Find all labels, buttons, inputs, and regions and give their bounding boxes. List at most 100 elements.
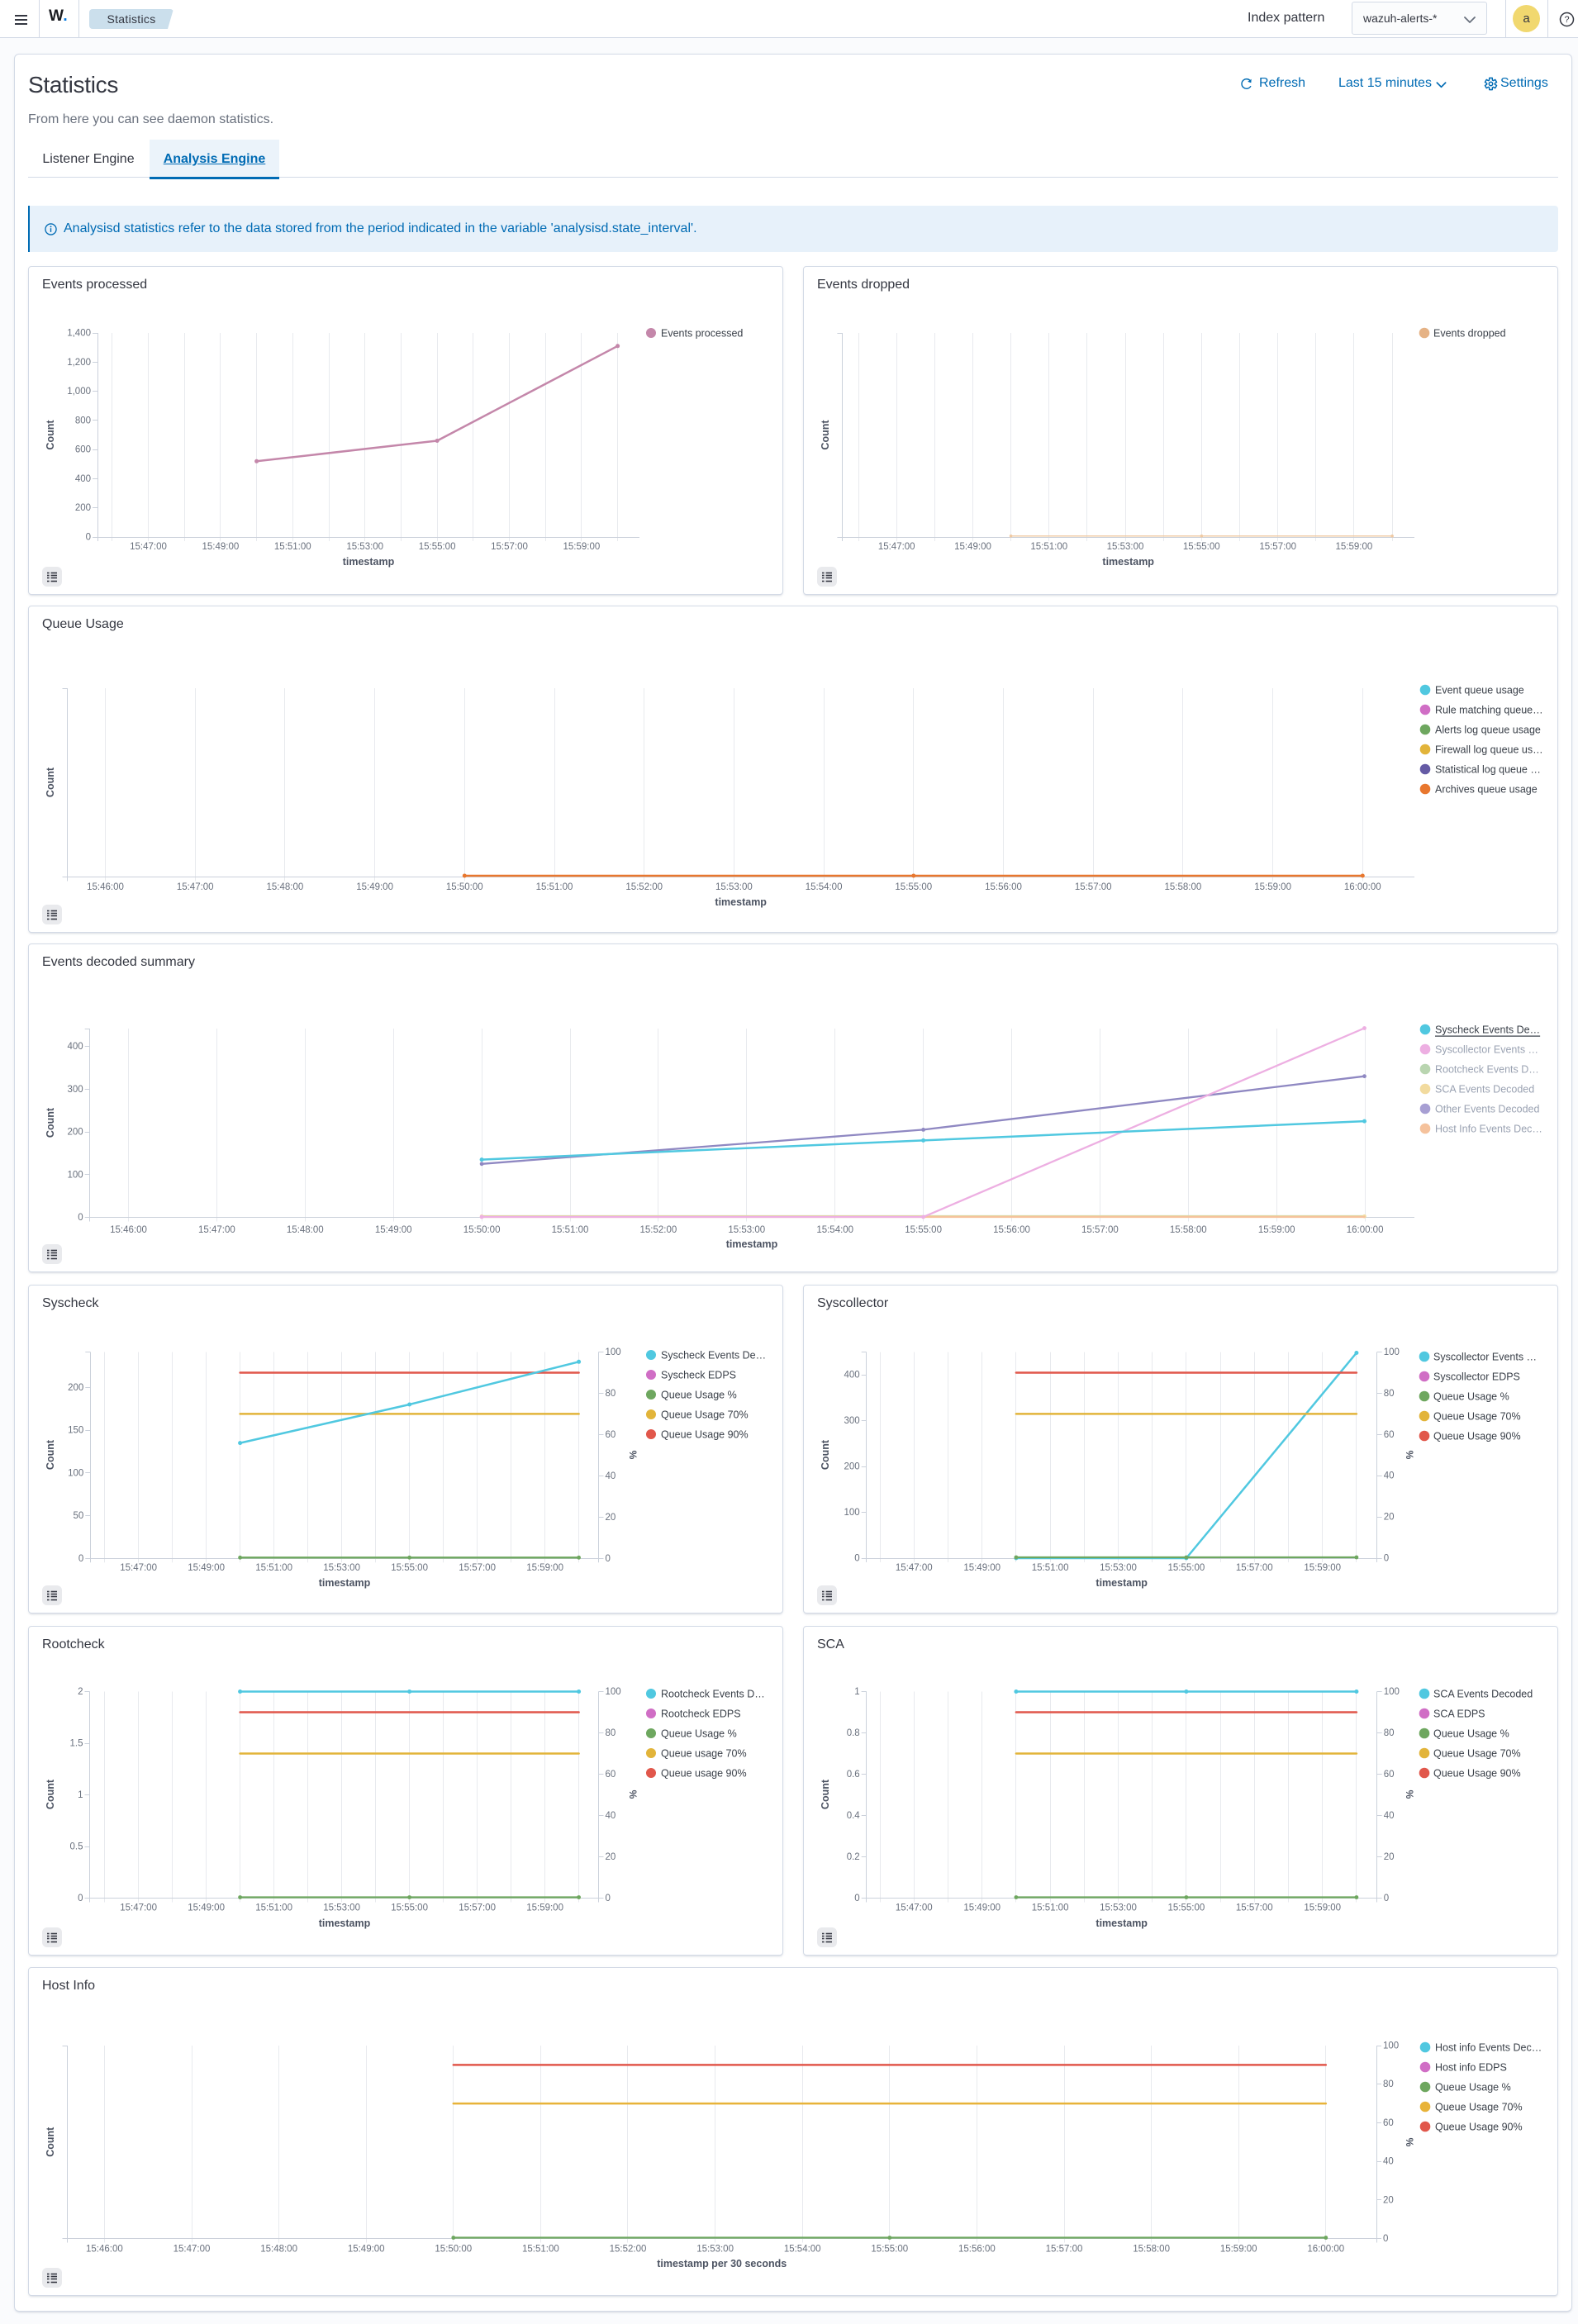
svg-text:0: 0 xyxy=(1384,1554,1389,1564)
svg-text:1: 1 xyxy=(78,1790,83,1800)
svg-text:15:54:00: 15:54:00 xyxy=(784,2245,821,2255)
svg-text:timestamp: timestamp xyxy=(1102,556,1154,568)
svg-text:Queue usage 90%: Queue usage 90% xyxy=(661,1768,747,1780)
svg-text:Statistical log queue …: Statistical log queue … xyxy=(1435,764,1541,776)
svg-text:80: 80 xyxy=(606,1728,616,1738)
svg-text:Count: Count xyxy=(820,1439,831,1470)
svg-text:15:57:00: 15:57:00 xyxy=(459,1563,496,1573)
svg-text:Firewall log queue us…: Firewall log queue us… xyxy=(1435,744,1543,756)
svg-text:15:51:00: 15:51:00 xyxy=(1032,1563,1069,1573)
svg-text:15:48:00: 15:48:00 xyxy=(267,882,304,892)
svg-text:0: 0 xyxy=(78,1213,83,1223)
svg-text:15:47:00: 15:47:00 xyxy=(896,1563,933,1573)
svg-text:Host info Events Dec…: Host info Events Dec… xyxy=(1435,2042,1542,2054)
svg-text:Host Info Events Dec…: Host Info Events Dec… xyxy=(1435,1124,1542,1135)
svg-text:15:58:00: 15:58:00 xyxy=(1170,1225,1207,1235)
svg-text:15:49:00: 15:49:00 xyxy=(356,882,393,892)
svg-text:16:00:00: 16:00:00 xyxy=(1344,882,1381,892)
svg-text:15:52:00: 15:52:00 xyxy=(610,2245,647,2255)
svg-text:Queue Usage 70%: Queue Usage 70% xyxy=(1435,2102,1523,2113)
svg-text:200: 200 xyxy=(68,1383,83,1393)
svg-text:80: 80 xyxy=(1384,1728,1395,1738)
svg-text:Count: Count xyxy=(820,1779,831,1809)
svg-text:60: 60 xyxy=(606,1430,616,1440)
svg-text:15:59:00: 15:59:00 xyxy=(1304,1563,1341,1573)
svg-text:2: 2 xyxy=(78,1687,83,1697)
svg-text:15:51:00: 15:51:00 xyxy=(536,882,573,892)
svg-text:60: 60 xyxy=(1383,2118,1394,2128)
svg-text:100: 100 xyxy=(68,1170,83,1180)
svg-text:15:46:00: 15:46:00 xyxy=(110,1225,147,1235)
svg-text:15:54:00: 15:54:00 xyxy=(806,882,843,892)
svg-text:Count: Count xyxy=(45,767,56,797)
svg-text:15:59:00: 15:59:00 xyxy=(563,542,601,552)
svg-text:200: 200 xyxy=(68,1128,83,1138)
svg-text:300: 300 xyxy=(844,1416,860,1426)
svg-text:20: 20 xyxy=(606,1852,616,1862)
svg-text:0.6: 0.6 xyxy=(847,1770,860,1780)
svg-text:15:58:00: 15:58:00 xyxy=(1133,2245,1170,2255)
svg-text:Queue usage 70%: Queue usage 70% xyxy=(661,1748,747,1760)
svg-text:SCA EDPS: SCA EDPS xyxy=(1433,1709,1485,1720)
svg-text:15:59:00: 15:59:00 xyxy=(1304,1903,1341,1913)
svg-text:400: 400 xyxy=(68,1042,83,1052)
svg-text:15:51:00: 15:51:00 xyxy=(522,2245,559,2255)
svg-text:15:48:00: 15:48:00 xyxy=(260,2245,297,2255)
svg-text:800: 800 xyxy=(75,416,91,425)
svg-text:15:47:00: 15:47:00 xyxy=(896,1903,933,1913)
svg-text:15:53:00: 15:53:00 xyxy=(1100,1563,1137,1573)
svg-text:Queue Usage 90%: Queue Usage 90% xyxy=(1433,1431,1521,1442)
svg-text:15:57:00: 15:57:00 xyxy=(491,542,528,552)
svg-text:Events dropped: Events dropped xyxy=(1433,328,1506,340)
svg-text:1.5: 1.5 xyxy=(70,1739,83,1749)
svg-text:%: % xyxy=(1404,2138,1415,2147)
svg-text:15:57:00: 15:57:00 xyxy=(1075,882,1112,892)
svg-text:15:55:00: 15:55:00 xyxy=(1183,542,1220,552)
svg-text:15:53:00: 15:53:00 xyxy=(1100,1903,1137,1913)
svg-text:%: % xyxy=(1404,1451,1415,1460)
svg-text:Queue Usage 70%: Queue Usage 70% xyxy=(1433,1411,1521,1423)
svg-text:40: 40 xyxy=(1383,2157,1394,2167)
svg-text:15:55:00: 15:55:00 xyxy=(1168,1903,1205,1913)
svg-text:1,000: 1,000 xyxy=(67,387,91,397)
svg-text:Count: Count xyxy=(45,1107,56,1138)
svg-text:Rootcheck Events D…: Rootcheck Events D… xyxy=(1435,1064,1539,1076)
svg-text:15:55:00: 15:55:00 xyxy=(419,542,456,552)
svg-text:timestamp: timestamp xyxy=(343,556,395,568)
svg-text:15:58:00: 15:58:00 xyxy=(1165,882,1202,892)
svg-text:Queue Usage %: Queue Usage % xyxy=(1433,1391,1509,1403)
svg-text:20: 20 xyxy=(1383,2195,1394,2205)
svg-text:0.8: 0.8 xyxy=(847,1728,860,1738)
svg-text:15:57:00: 15:57:00 xyxy=(1236,1903,1273,1913)
svg-text:15:51:00: 15:51:00 xyxy=(1030,542,1067,552)
svg-text:40: 40 xyxy=(1384,1811,1395,1821)
svg-text:20: 20 xyxy=(606,1513,616,1523)
svg-text:100: 100 xyxy=(68,1468,83,1478)
svg-text:60: 60 xyxy=(606,1770,616,1780)
svg-text:15:49:00: 15:49:00 xyxy=(188,1903,225,1913)
svg-text:Count: Count xyxy=(45,1779,56,1809)
svg-text:SCA Events Decoded: SCA Events Decoded xyxy=(1433,1689,1533,1700)
svg-text:0: 0 xyxy=(854,1894,859,1903)
svg-text:80: 80 xyxy=(606,1389,616,1399)
svg-text:15:55:00: 15:55:00 xyxy=(391,1563,428,1573)
svg-text:15:49:00: 15:49:00 xyxy=(348,2245,385,2255)
svg-text:Syscheck Events De…: Syscheck Events De… xyxy=(1435,1024,1540,1036)
svg-text:15:51:00: 15:51:00 xyxy=(552,1225,589,1235)
svg-text:Queue Usage 90%: Queue Usage 90% xyxy=(1433,1768,1521,1780)
svg-text:Queue Usage 70%: Queue Usage 70% xyxy=(661,1409,749,1421)
svg-text:15:51:00: 15:51:00 xyxy=(1032,1903,1069,1913)
svg-text:15:47:00: 15:47:00 xyxy=(120,1563,157,1573)
svg-text:Queue Usage %: Queue Usage % xyxy=(1435,2082,1511,2094)
svg-text:15:59:00: 15:59:00 xyxy=(526,1563,563,1573)
svg-text:0: 0 xyxy=(86,533,91,543)
svg-text:15:59:00: 15:59:00 xyxy=(526,1903,563,1913)
svg-text:20: 20 xyxy=(1384,1852,1395,1862)
svg-text:0.4: 0.4 xyxy=(847,1811,861,1821)
svg-text:15:47:00: 15:47:00 xyxy=(177,882,214,892)
svg-text:15:55:00: 15:55:00 xyxy=(905,1225,942,1235)
svg-text:15:57:00: 15:57:00 xyxy=(1259,542,1296,552)
svg-text:15:50:00: 15:50:00 xyxy=(435,2245,472,2255)
svg-text:15:55:00: 15:55:00 xyxy=(895,882,932,892)
svg-text:timestamp: timestamp xyxy=(1096,1918,1148,1929)
